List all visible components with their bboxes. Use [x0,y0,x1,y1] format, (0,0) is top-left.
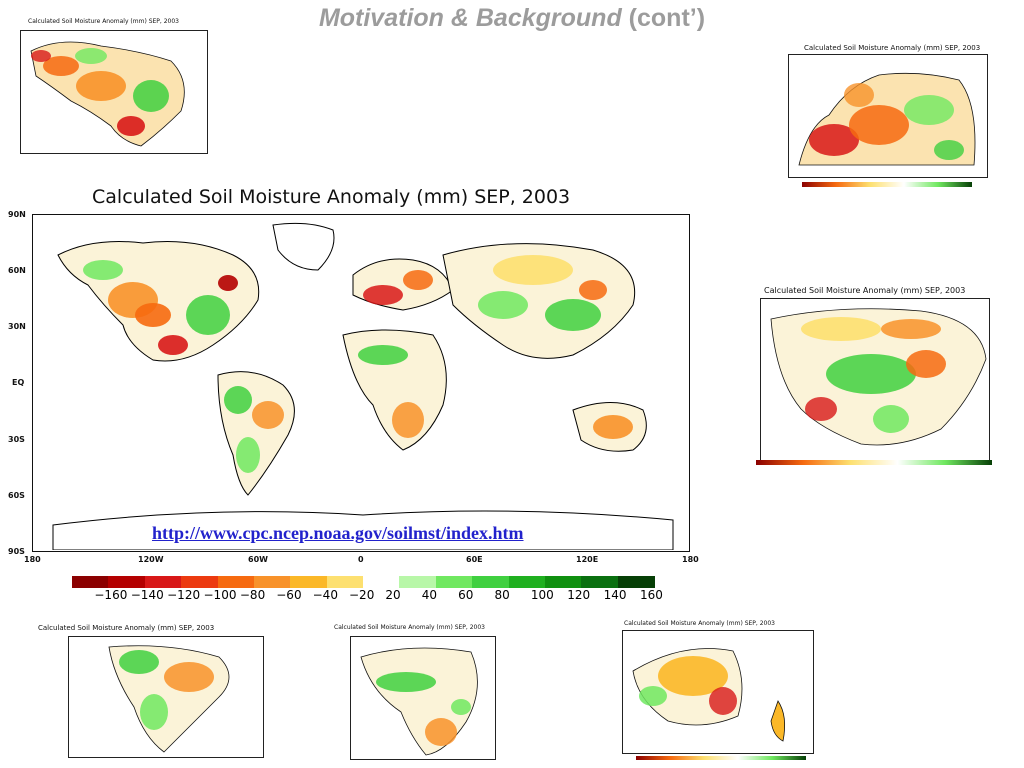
map-australia: Calculated Soil Moisture Anomaly (mm) SE… [612,620,818,764]
map-australia-frame [622,630,814,754]
map-south-america: Calculated Soil Moisture Anomaly (mm) SE… [32,622,272,762]
colorbar-label: −60 [276,588,302,602]
map-south-america-title: Calculated Soil Moisture Anomaly (mm) SE… [38,624,215,632]
lon-label-120w: 120W [138,555,164,564]
colorbar-label: 140 [603,588,627,602]
lon-label-60w: 60W [248,555,268,564]
map-north-america: Calculated Soil Moisture Anomaly (mm) SE… [8,14,208,154]
map-south-america-canvas [108,645,230,753]
map-australia-canvas [632,648,786,742]
land-antarctica [52,510,674,550]
main-map-title: Calculated Soil Moisture Anomaly (mm) SE… [92,186,571,208]
map-australia-title: Calculated Soil Moisture Anomaly (mm) SE… [624,620,775,627]
map-europe: Calculated Soil Moisture Anomaly (mm) SE… [778,42,998,192]
map-africa-canvas [360,647,478,756]
colorbar-cell [326,576,364,588]
map-asia: Calculated Soil Moisture Anomaly (mm) SE… [748,284,996,474]
colorbar-cell [581,576,619,588]
map-north-america-canvas [30,41,185,147]
lat-label-90s: 90S [8,547,25,556]
main-map: 90N 60N 30N EQ 30S 60S 90S [0,208,700,568]
slide-title: Motivation & Background (cont’) [0,4,1024,33]
map-north-america-title: Calculated Soil Moisture Anomaly (mm) SE… [28,18,179,25]
map-asia-title: Calculated Soil Moisture Anomaly (mm) SE… [764,286,966,295]
land-asia [442,243,636,359]
colorbar-label: −40 [312,588,338,602]
map-australia-colorbar [636,756,806,760]
colorbar-cell [472,576,509,588]
land-europe [352,258,454,311]
colorbar-cell [181,576,218,588]
lon-label-0: 0 [358,555,364,564]
colorbar-label: 60 [458,588,474,602]
colorbar-label: −140 [130,588,164,602]
main-colorbar: −160 −140 −120 −100 −80 −60 −40 −20 20 40 60 80 100 1… [72,576,663,606]
lon-label-180e: 180 [682,555,699,564]
map-asia-canvas [770,308,987,446]
colorbar-label: −20 [349,588,375,602]
colorbar-label: 20 [385,588,401,602]
colorbar-cell [617,576,655,588]
colorbar-cell [399,576,437,588]
lat-label-eq: EQ [12,378,25,387]
colorbar-cell [108,576,146,588]
main-map-frame [32,214,690,552]
slide-title-rest: (cont’) [621,4,706,32]
colorbar-label: −80 [239,588,266,602]
colorbar-label: 160 [640,588,663,602]
colorbar-cell [544,576,582,588]
colorbar-label: −100 [203,588,237,602]
colorbar-cell [290,576,328,588]
colorbar-cell [363,576,400,588]
map-africa-frame [350,636,496,760]
map-africa-title: Calculated Soil Moisture Anomaly (mm) SE… [334,624,485,631]
map-north-america-frame [20,30,208,154]
colorbar-label: 120 [567,588,591,602]
map-south-america-frame [68,636,264,758]
colorbar-cell [217,576,255,588]
lon-label-120e: 120E [576,555,599,564]
colorbar-cell [72,576,109,588]
lon-label-60e: 60E [466,555,483,564]
map-europe-colorbar [802,182,972,187]
map-europe-frame [788,54,988,178]
map-europe-title: Calculated Soil Moisture Anomaly (mm) SE… [804,44,981,52]
colorbar-label: −160 [94,588,128,602]
colorbar-cell [144,576,182,588]
map-asia-colorbar [756,460,992,465]
main-map-canvas [52,222,674,550]
map-asia-frame [760,298,990,462]
slide-title-italic: Motivation & Background [318,4,622,32]
map-africa: Calculated Soil Moisture Anomaly (mm) SE… [332,624,522,764]
lat-label-90n: 90N [8,210,26,219]
colorbar-label: 80 [494,588,510,602]
map-europe-canvas [798,72,976,166]
colorbar-cell [435,576,473,588]
land-greenland [272,222,335,271]
soil-moisture-url-link[interactable]: http://www.cpc.ncep.noaa.gov/soilmst/ind… [152,523,524,543]
lat-label-60s: 60S [8,491,25,500]
lon-label-180w: 180 [24,555,41,564]
lat-label-60n: 60N [8,266,26,275]
colorbar-cell [253,576,291,588]
lat-label-30s: 30S [8,435,25,444]
colorbar-cell [508,576,546,588]
lat-label-30n: 30N [8,322,26,331]
colorbar-label: 100 [530,588,554,602]
colorbar-label: −120 [167,588,201,602]
colorbar-label: 40 [421,588,438,602]
